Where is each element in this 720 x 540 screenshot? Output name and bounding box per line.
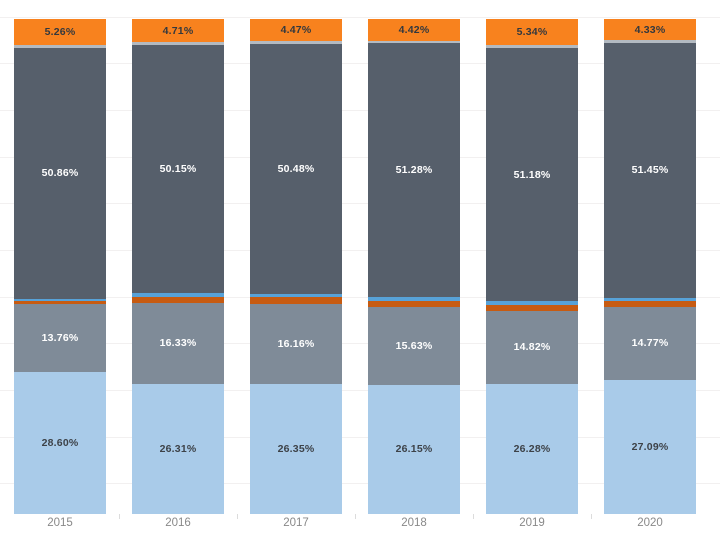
bar-segment-orange-top-2020[interactable]: 4.33% (604, 19, 696, 41)
bar-segment-light-blue-bottom-2015[interactable]: 28.60% (14, 372, 106, 514)
bar-segment-light-blue-bottom-2019[interactable]: 26.28% (486, 383, 578, 514)
bar-2017: 26.35% 16.16% 50.48% 4.47% (250, 19, 342, 514)
segment-label-orange-top-2017: 4.47% (280, 24, 312, 37)
segment-label-dark-slate-2015: 50.86% (41, 167, 79, 180)
segment-label-dark-slate-2018: 51.28% (395, 164, 433, 177)
bar-segment-medium-gray-2019[interactable]: 14.82% (486, 310, 578, 384)
gridline (0, 437, 720, 438)
gridline (0, 343, 720, 344)
bar-2018: 26.15% 15.63% 51.28% 4.42% (368, 19, 460, 514)
bar-segment-light-blue-bottom-2016[interactable]: 26.31% (132, 383, 224, 514)
axis-tick (119, 514, 120, 519)
segment-label-medium-gray-2015: 13.76% (41, 332, 79, 345)
bar-segment-medium-gray-2016[interactable]: 16.33% (132, 302, 224, 384)
segment-label-medium-gray-2017: 16.16% (277, 337, 315, 350)
bar-segment-medium-gray-2017[interactable]: 16.16% (250, 303, 342, 384)
gridline (0, 17, 720, 18)
segment-label-light-blue-bottom-2019: 26.28% (513, 442, 551, 455)
bar-segment-burnt-orange-strip-2019[interactable] (486, 304, 578, 311)
bar-segment-dark-slate-2020[interactable]: 51.45% (604, 42, 696, 298)
gridline (0, 483, 720, 484)
segment-label-light-blue-bottom-2018: 26.15% (395, 443, 433, 456)
segment-label-medium-gray-2019: 14.82% (513, 341, 551, 354)
segment-label-medium-gray-2016: 16.33% (159, 337, 197, 350)
bar-segment-dark-slate-2017[interactable]: 50.48% (250, 43, 342, 294)
gridline (0, 110, 720, 111)
bar-segment-light-gray-strip-2020[interactable] (604, 40, 696, 43)
bar-segment-light-gray-strip-2016[interactable] (132, 42, 224, 45)
x-axis-label-2017: 2017 (283, 517, 309, 529)
bar-2020: 27.09% 14.77% 51.45% 4.33% (604, 19, 696, 514)
bar-segment-orange-top-2018[interactable]: 4.42% (368, 19, 460, 41)
bar-segment-light-blue-bottom-2017[interactable]: 26.35% (250, 383, 342, 514)
gridline (0, 250, 720, 251)
segment-label-dark-slate-2020: 51.45% (631, 164, 669, 177)
bar-segment-medium-gray-2018[interactable]: 15.63% (368, 307, 460, 385)
bar-segment-orange-top-2016[interactable]: 4.71% (132, 19, 224, 43)
segment-label-orange-top-2020: 4.33% (634, 23, 666, 36)
bar-segment-light-blue-bottom-2020[interactable]: 27.09% (604, 379, 696, 514)
bar-segment-light-gray-strip-2019[interactable] (486, 45, 578, 48)
axis-tick (355, 514, 356, 519)
axis-tick (237, 514, 238, 519)
bar-segment-steel-blue-strip-2018[interactable] (368, 297, 460, 301)
segment-label-orange-top-2019: 5.34% (516, 26, 548, 39)
bar-segment-light-gray-strip-2018[interactable] (368, 40, 460, 44)
segment-label-medium-gray-2018: 15.63% (395, 339, 433, 352)
x-axis-label-2018: 2018 (401, 517, 427, 529)
x-axis-label-2020: 2020 (637, 517, 663, 529)
bar-segment-dark-slate-2016[interactable]: 50.15% (132, 44, 224, 294)
segment-label-dark-slate-2017: 50.48% (277, 162, 315, 175)
gridline (0, 157, 720, 158)
bar-segment-light-gray-strip-2017[interactable] (250, 41, 342, 44)
x-axis-label-2015: 2015 (47, 517, 73, 529)
bar-segment-dark-slate-2018[interactable]: 51.28% (368, 43, 460, 298)
gridline (0, 63, 720, 64)
segment-label-light-blue-bottom-2016: 26.31% (159, 442, 197, 455)
bar-segment-light-blue-bottom-2018[interactable]: 26.15% (368, 384, 460, 514)
bar-segment-burnt-orange-strip-2017[interactable] (250, 296, 342, 304)
x-axis-label-2019: 2019 (519, 517, 545, 529)
bar-segment-dark-slate-2019[interactable]: 51.18% (486, 47, 578, 302)
bar-segment-dark-slate-2015[interactable]: 50.86% (14, 47, 106, 300)
bar-segment-steel-blue-strip-2016[interactable] (132, 293, 224, 297)
bar-segment-burnt-orange-strip-2020[interactable] (604, 300, 696, 307)
bar-segment-medium-gray-2020[interactable]: 14.77% (604, 306, 696, 380)
gridline (0, 390, 720, 391)
segment-label-orange-top-2015: 5.26% (44, 26, 76, 39)
segment-label-light-blue-bottom-2017: 26.35% (277, 442, 315, 455)
axis-tick (591, 514, 592, 519)
bar-segment-steel-blue-strip-2019[interactable] (486, 301, 578, 305)
segment-label-light-blue-bottom-2015: 28.60% (41, 437, 79, 450)
axis-tick (473, 514, 474, 519)
segment-label-orange-top-2018: 4.42% (398, 23, 430, 36)
bar-segment-steel-blue-strip-2015[interactable] (14, 299, 106, 302)
gridline (0, 297, 720, 298)
segment-label-dark-slate-2019: 51.18% (513, 168, 551, 181)
bar-2019: 26.28% 14.82% 51.18% 5.34% (486, 19, 578, 514)
segment-label-light-blue-bottom-2020: 27.09% (631, 440, 669, 453)
bar-2016: 26.31% 16.33% 50.15% 4.71% (132, 19, 224, 514)
gridline (0, 203, 720, 204)
segment-label-dark-slate-2016: 50.15% (159, 162, 197, 175)
bar-segment-steel-blue-strip-2020[interactable] (604, 297, 696, 301)
bar-segment-orange-top-2017[interactable]: 4.47% (250, 19, 342, 42)
segment-label-medium-gray-2020: 14.77% (631, 337, 669, 350)
bar-segment-orange-top-2015[interactable]: 5.26% (14, 19, 106, 46)
bar-segment-light-gray-strip-2015[interactable] (14, 45, 106, 48)
bar-segment-medium-gray-2015[interactable]: 13.76% (14, 304, 106, 373)
bar-segment-orange-top-2019[interactable]: 5.34% (486, 19, 578, 46)
bar-segment-steel-blue-strip-2017[interactable] (250, 293, 342, 297)
bar-segment-burnt-orange-strip-2016[interactable] (132, 296, 224, 303)
bar-segment-burnt-orange-strip-2015[interactable] (14, 301, 106, 305)
segment-label-orange-top-2016: 4.71% (162, 24, 194, 37)
x-axis-label-2016: 2016 (165, 517, 191, 529)
bar-segment-burnt-orange-strip-2018[interactable] (368, 300, 460, 308)
bar-2015: 28.60% 13.76% 50.86% 5.26% (14, 19, 106, 514)
